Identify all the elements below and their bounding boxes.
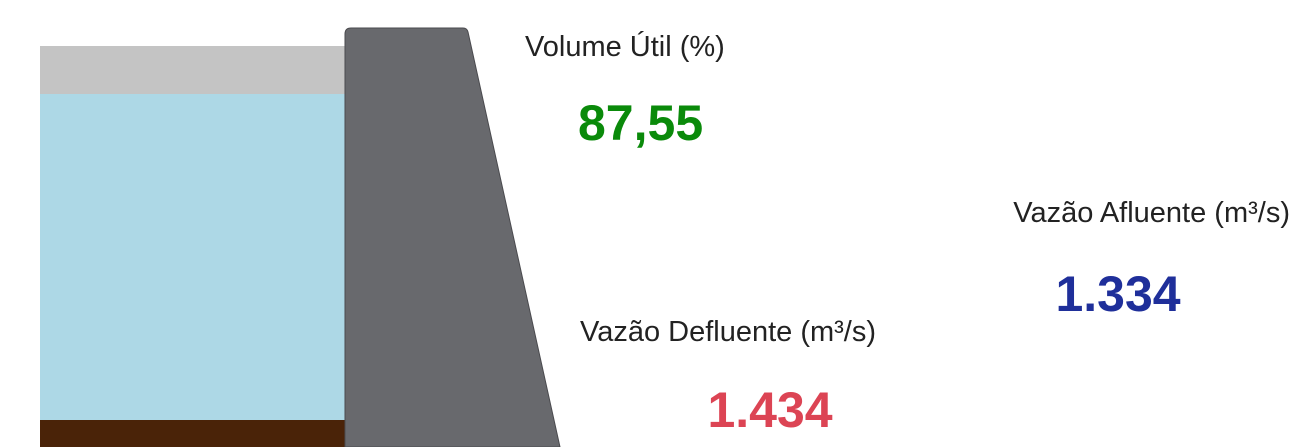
defluente-label: Vazão Defluente (m³/s) xyxy=(580,316,876,348)
reservoir-empty xyxy=(40,46,346,94)
afluente-value: 1.334 xyxy=(1055,266,1180,322)
volume-label: Volume Útil (%) xyxy=(525,30,725,63)
reservoir-bed xyxy=(40,420,346,447)
afluente-label: Vazão Afluente (m³/s) xyxy=(1013,197,1290,229)
dam xyxy=(344,27,561,447)
reservoir-water xyxy=(40,94,346,420)
volume-value: 87,55 xyxy=(578,95,703,151)
defluente-value: 1.434 xyxy=(707,382,832,438)
